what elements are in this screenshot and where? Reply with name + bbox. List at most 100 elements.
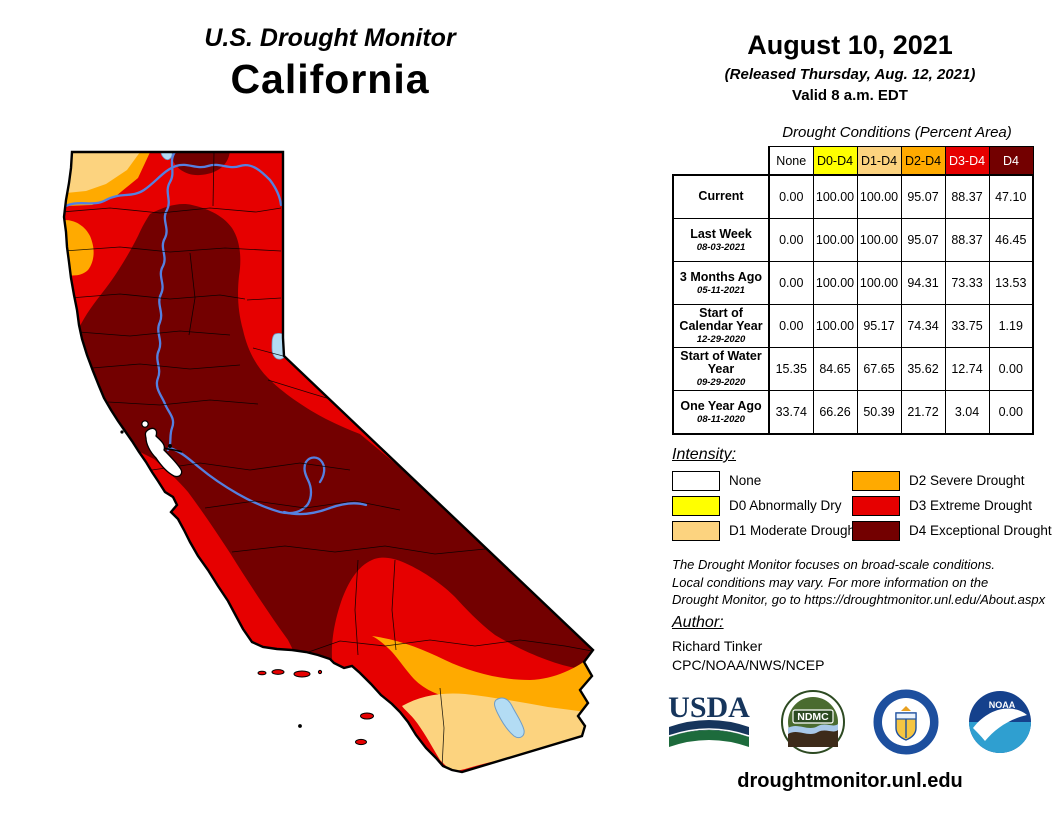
cell-value: 74.34 [900,304,946,348]
column-header-d1-d4: D1-D4 [856,146,902,176]
county-lines [64,152,593,769]
commerce-logo [873,689,939,755]
cell-value: 0.00 [768,218,814,262]
nw-d1-region [66,152,143,193]
rivers [64,152,368,516]
cell-value: 95.07 [900,218,946,262]
row-label: One Year Ago 08-11-2020 [672,390,770,435]
table-header-row: None D0-D4 D1-D4 D2-D4 D3-D4 D4 [673,146,1034,176]
noaa-logo: NOAA [968,691,1031,753]
drought-conditions-table: None D0-D4 D1-D4 D2-D4 D3-D4 D4 Current … [672,146,1034,435]
d2-swatch [852,470,900,491]
kings-river-branch [282,502,368,516]
column-header-d3-d4: D3-D4 [944,146,990,176]
row-label: Start of Water Year 09-29-2020 [672,347,770,391]
cell-value: 100.00 [812,218,858,262]
cell-value: 13.53 [988,261,1034,305]
san-pablo-bay [141,420,149,428]
usda-logo: USDA [668,691,750,747]
cell-value: 33.74 [768,390,814,435]
cell-value: 35.62 [900,347,946,391]
cell-value: 0.00 [768,304,814,348]
row-label: Current [672,174,770,219]
legend-heading: Intensity: [672,446,737,463]
row-label: Last Week 08-03-2021 [672,218,770,262]
column-header-d4: D4 [988,146,1034,176]
south-d1-band [402,693,593,772]
cell-value: 84.65 [812,347,858,391]
table-row: Current 0.00 100.00 100.00 95.07 88.37 4… [672,174,1034,219]
none-swatch [672,470,720,491]
legend-item-none: None [672,468,852,493]
cell-value: 12.74 [944,347,990,391]
intensity-legend: None D0 Abnormally Dry D1 Moderate Droug… [672,468,1052,543]
south-d2-band [372,636,593,716]
column-header-d0-d4: D0-D4 [812,146,858,176]
legend-item-d0: D0 Abnormally Dry [672,493,852,518]
legend-item-d4: D4 Exceptional Drought [852,518,1052,543]
table-row: One Year Ago 08-11-2020 33.74 66.26 50.39… [672,390,1034,435]
cell-value: 95.07 [900,174,946,219]
cell-value: 0.00 [988,347,1034,391]
cell-value: 0.00 [988,390,1034,435]
salton-sea [494,697,525,739]
klamath-pit-river [64,163,283,210]
table-row: Last Week 08-03-2021 0.00 100.00 100.00 9… [672,218,1034,262]
cell-value: 88.37 [944,174,990,219]
central-d4-region [78,204,593,676]
legend-item-d2: D2 Severe Drought [852,468,1052,493]
goose-lake [160,152,173,160]
mendocino-d2-region [64,219,94,276]
footer-url: droughtmonitor.unl.edu [737,770,963,792]
released-date: (Released Thursday, Aug. 12, 2021) [724,66,976,83]
legend-item-d3: D3 Extreme Drought [852,493,1052,518]
author-heading: Author: [672,614,724,631]
cell-value: 47.10 [988,174,1034,219]
cell-value: 50.39 [856,390,902,435]
state-title: California [230,56,430,102]
cell-value: 73.33 [944,261,990,305]
table-row: Start of Water Year 09-29-2020 15.35 84.6… [672,347,1034,391]
table-corner-cell [673,147,769,176]
cell-value: 100.00 [856,174,902,219]
cell-value: 88.37 [944,218,990,262]
cell-value: 15.35 [768,347,814,391]
d1-swatch [672,520,720,541]
cell-value: 94.31 [900,261,946,305]
cell-value: 46.45 [988,218,1034,262]
noaa-logo-text: NOAA [989,700,1016,710]
row-label: Start of Calendar Year 12-29-2020 [672,304,770,348]
row-label: 3 Months Ago 05-11-2021 [672,261,770,305]
table-caption: Drought Conditions (Percent Area) [782,124,1012,141]
agency-logos: USDA NDMC NOAA [666,686,1032,758]
usda-logo-text: USDA [668,691,750,724]
legend-item-d1: D1 Moderate Drought [672,518,859,543]
cell-value: 3.04 [944,390,990,435]
ndmc-logo: NDMC [780,690,845,754]
delta-blob [168,444,172,448]
date-header-block: August 10, 2021 (Released Thursday, Aug.… [672,30,1028,104]
column-header-d2-d4: D2-D4 [900,146,946,176]
cell-value: 100.00 [812,261,858,305]
cell-value: 100.00 [812,304,858,348]
cell-value: 95.17 [856,304,902,348]
cell-value: 1.19 [988,304,1034,348]
cell-value: 0.00 [768,174,814,219]
author-organization: CPC/NOAA/NWS/NCEP [672,657,825,673]
monitor-title: U.S. Drought Monitor [204,24,456,52]
north-d4-blob [172,152,230,176]
cell-value: 100.00 [856,218,902,262]
san-joaquin-river [168,446,326,515]
column-header-none: None [768,146,814,176]
map-title-block: U.S. Drought Monitor California [80,24,580,103]
sacramento-river [155,152,177,452]
disclaimer-text: The Drought Monitor focuses on broad-sca… [672,557,1046,607]
table-row: Start of Calendar Year 12-29-2020 0.00 10… [672,304,1034,348]
cell-value: 0.00 [768,261,814,305]
cell-value: 21.72 [900,390,946,435]
channel-islands [120,430,374,746]
d3-swatch [852,495,900,516]
report-date: August 10, 2021 [747,30,953,60]
